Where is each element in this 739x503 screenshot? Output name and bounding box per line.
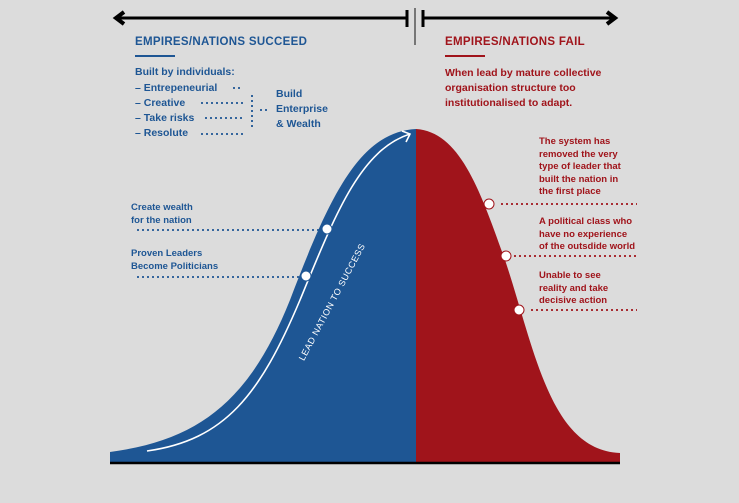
result-line-2: Enterprise bbox=[276, 103, 328, 115]
annotation-line: Create wealth bbox=[131, 202, 193, 213]
marker-system-removed bbox=[483, 198, 495, 210]
succeed-area bbox=[110, 129, 416, 462]
annotation-line: Proven Leaders bbox=[131, 248, 203, 259]
annotation-line: decisive action bbox=[539, 295, 608, 306]
succeed-heading-rule bbox=[135, 55, 175, 57]
result-line-3: & Wealth bbox=[276, 118, 321, 130]
annotation-line: the first place bbox=[539, 186, 601, 197]
succeed-intro: Built by individuals: bbox=[135, 66, 235, 78]
success-arrow-head bbox=[401, 130, 412, 143]
annotation-line: have no experience bbox=[539, 228, 628, 240]
fail-heading-rule bbox=[445, 55, 485, 57]
marker-proven-leaders bbox=[300, 270, 312, 282]
annotation-line: reality and take bbox=[539, 282, 609, 294]
trait-resolute: – Resolute bbox=[135, 127, 189, 139]
marker-create-wealth bbox=[321, 223, 333, 235]
trait-entrepreneurial: – Entrepeneurial bbox=[135, 82, 218, 94]
trait-leaders bbox=[201, 87, 270, 135]
annotation-line: The system has bbox=[539, 136, 611, 147]
annotation-line: for the nation bbox=[131, 214, 192, 226]
annotation-line: removed the very bbox=[539, 148, 618, 160]
fail-description: When lead by mature collective organisat… bbox=[445, 66, 601, 111]
annotation-line: Unable to see bbox=[539, 270, 601, 281]
annotation-unable-to-see: Unable to see reality and take decisive … bbox=[539, 270, 608, 308]
marker-political-class bbox=[500, 250, 512, 262]
annotation-proven-leaders: Proven Leaders Become Politicians bbox=[131, 248, 218, 273]
annotation-line: built the nation in bbox=[539, 173, 619, 185]
trait-take-risks: – Take risks bbox=[135, 112, 195, 124]
annotation-line: of the outsdide world bbox=[539, 241, 636, 252]
annotation-line: Become Politicians bbox=[131, 260, 219, 272]
timeline-arrow-left bbox=[112, 10, 409, 27]
succeed-heading: EMPIRES/NATIONS SUCCEED bbox=[135, 36, 308, 48]
timeline-arrow-right bbox=[421, 10, 619, 27]
annotation-system-removed: The system has removed the very type of … bbox=[539, 136, 621, 199]
fail-heading: EMPIRES/NATIONS FAIL bbox=[445, 36, 585, 48]
description-line: When lead by mature collective bbox=[445, 67, 602, 79]
success-arrow-path bbox=[146, 133, 411, 452]
description-line: organisation structure too bbox=[445, 82, 576, 94]
description-line: institutionalised to adapt. bbox=[445, 97, 573, 109]
marker-unable-to-see bbox=[513, 304, 525, 316]
trait-creative: – Creative bbox=[135, 97, 186, 109]
annotation-line: type of leader that bbox=[539, 161, 621, 172]
result-line-1: Build bbox=[276, 88, 303, 100]
annotation-create-wealth: Create wealth for the nation bbox=[131, 202, 193, 227]
annotation-political-class: A political class who have no experience… bbox=[539, 216, 635, 254]
fail-area bbox=[416, 129, 620, 462]
annotation-line: A political class who bbox=[539, 216, 633, 227]
